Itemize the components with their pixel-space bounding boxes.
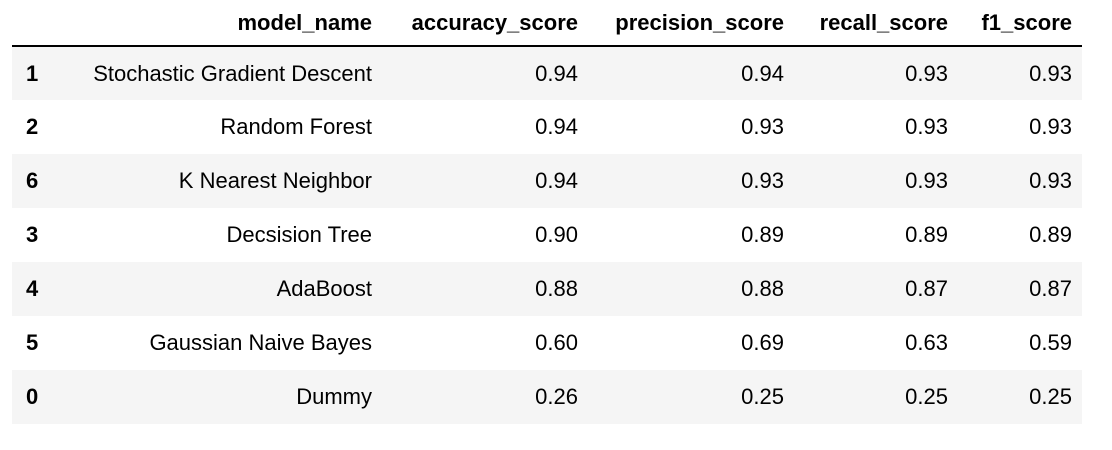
table-row: 1 Stochastic Gradient Descent 0.94 0.94 … [12, 46, 1082, 100]
cell-precision-score: 0.93 [741, 114, 784, 139]
cell-recall-score: 0.93 [905, 114, 948, 139]
table-row: 3 Decsision Tree 0.90 0.89 0.89 0.89 [12, 208, 1082, 262]
cell-accuracy-score: 0.60 [535, 330, 578, 355]
cell-recall-score: 0.93 [905, 60, 948, 86]
table-row: 0 Dummy 0.26 0.25 0.25 0.25 [12, 370, 1082, 424]
cell-model-name: K Nearest Neighbor [178, 168, 372, 193]
cell-f1-score: 0.59 [1029, 330, 1072, 355]
cell-accuracy-score: 0.26 [535, 384, 578, 409]
cell-recall-score: 0.93 [905, 168, 948, 193]
cell-recall-score: 0.89 [905, 222, 948, 247]
cell-accuracy-score: 0.94 [535, 114, 578, 139]
cell-precision-score: 0.25 [741, 384, 784, 409]
cell-model-name: AdaBoost [276, 276, 372, 301]
table-header: model_name accuracy_score precision_scor… [12, 0, 1082, 47]
cell-accuracy-score: 0.90 [535, 222, 578, 247]
cell-precision-score: 0.93 [741, 168, 784, 193]
cell-accuracy-score: 0.94 [535, 168, 578, 193]
header-row: model_name accuracy_score precision_scor… [12, 0, 1082, 47]
table-row: 4 AdaBoost 0.88 0.88 0.87 0.87 [12, 262, 1082, 316]
row-index: 2 [26, 114, 39, 139]
header-precision-score: precision_score [588, 0, 794, 47]
row-index: 5 [26, 330, 39, 355]
cell-precision-score: 0.89 [741, 222, 784, 247]
results-table: model_name accuracy_score precision_scor… [12, 0, 1082, 424]
cell-recall-score: 0.25 [905, 384, 948, 409]
cell-recall-score: 0.87 [905, 276, 948, 301]
cell-f1-score: 0.93 [1029, 60, 1072, 86]
header-f1-score: f1_score [958, 0, 1082, 47]
row-index: 0 [26, 384, 39, 409]
table-row: 5 Gaussian Naive Bayes 0.60 0.69 0.63 0.… [12, 316, 1082, 370]
cell-f1-score: 0.25 [1029, 384, 1072, 409]
cell-precision-score: 0.88 [741, 276, 784, 301]
row-index: 3 [26, 222, 39, 247]
row-index: 4 [26, 276, 39, 301]
cell-precision-score: 0.94 [741, 60, 784, 86]
cell-recall-score: 0.63 [905, 330, 948, 355]
cell-f1-score: 0.93 [1029, 114, 1072, 139]
cell-precision-score: 0.69 [741, 330, 784, 355]
row-index: 1 [26, 60, 39, 86]
header-index [12, 0, 50, 47]
header-model-name: model_name [50, 0, 382, 47]
row-index: 6 [26, 168, 39, 193]
header-recall-score: recall_score [794, 0, 958, 47]
cell-model-name: Stochastic Gradient Descent [93, 60, 372, 86]
cell-model-name: Random Forest [220, 114, 372, 139]
cell-f1-score: 0.87 [1029, 276, 1072, 301]
cell-f1-score: 0.89 [1029, 222, 1072, 247]
cell-model-name: Decsision Tree [226, 222, 372, 247]
cell-model-name: Gaussian Naive Bayes [149, 330, 372, 355]
cell-accuracy-score: 0.94 [535, 60, 578, 86]
table-row: 6 K Nearest Neighbor 0.94 0.93 0.93 0.93 [12, 154, 1082, 208]
table-body: 1 Stochastic Gradient Descent 0.94 0.94 … [12, 46, 1082, 424]
cell-accuracy-score: 0.88 [535, 276, 578, 301]
cell-f1-score: 0.93 [1029, 168, 1072, 193]
table-row: 2 Random Forest 0.94 0.93 0.93 0.93 [12, 100, 1082, 154]
cell-model-name: Dummy [296, 384, 372, 409]
dataframe-output: model_name accuracy_score precision_scor… [12, 0, 1082, 424]
header-accuracy-score: accuracy_score [382, 0, 588, 47]
